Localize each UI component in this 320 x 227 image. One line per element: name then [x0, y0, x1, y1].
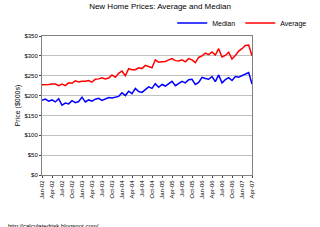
svg-text:Apr-04: Apr-04: [129, 180, 135, 199]
svg-text:Jul-02: Jul-02: [59, 180, 65, 197]
svg-text:Apr-07: Apr-07: [249, 180, 255, 199]
svg-text:Jan-05: Jan-05: [159, 180, 165, 199]
svg-text:Apr-02: Apr-02: [49, 180, 55, 199]
svg-text:$0: $0: [31, 172, 38, 178]
svg-text:$250: $250: [24, 73, 38, 79]
svg-text:Apr-06: Apr-06: [209, 180, 215, 199]
svg-text:New Home Prices: Average and M: New Home Prices: Average and Median: [89, 2, 231, 11]
svg-text:Oct-02: Oct-02: [69, 180, 75, 199]
svg-text:Median: Median: [212, 20, 235, 27]
svg-text:Average: Average: [280, 20, 306, 28]
svg-text:Apr-03: Apr-03: [89, 180, 95, 199]
svg-text:Jul-03: Jul-03: [99, 180, 105, 197]
svg-text:Jan-03: Jan-03: [79, 180, 85, 199]
svg-text:Jul-06: Jul-06: [219, 180, 225, 197]
svg-text:Jan-02: Jan-02: [39, 180, 45, 199]
svg-text:Jul-05: Jul-05: [179, 180, 185, 197]
svg-text:Jan-04: Jan-04: [119, 180, 125, 199]
svg-text:Price ($000s): Price ($000s): [14, 85, 22, 127]
svg-text:Apr-05: Apr-05: [169, 180, 175, 199]
svg-text:$200: $200: [24, 93, 38, 99]
svg-text:$50: $50: [28, 152, 39, 158]
svg-text:Oct-05: Oct-05: [189, 180, 195, 199]
svg-text:Oct-04: Oct-04: [149, 180, 155, 199]
svg-text:http://calculatedrisk.blogspot: http://calculatedrisk.blogspot.com/: [8, 223, 99, 227]
svg-text:Jan-07: Jan-07: [239, 180, 245, 199]
svg-text:Oct-03: Oct-03: [109, 180, 115, 199]
svg-text:$300: $300: [24, 53, 38, 59]
svg-text:Jan-06: Jan-06: [199, 180, 205, 199]
svg-text:$100: $100: [24, 132, 38, 138]
svg-text:$350: $350: [24, 33, 38, 39]
svg-text:$150: $150: [24, 113, 38, 119]
svg-text:Jul-04: Jul-04: [139, 180, 145, 197]
svg-text:Oct-06: Oct-06: [229, 180, 235, 199]
